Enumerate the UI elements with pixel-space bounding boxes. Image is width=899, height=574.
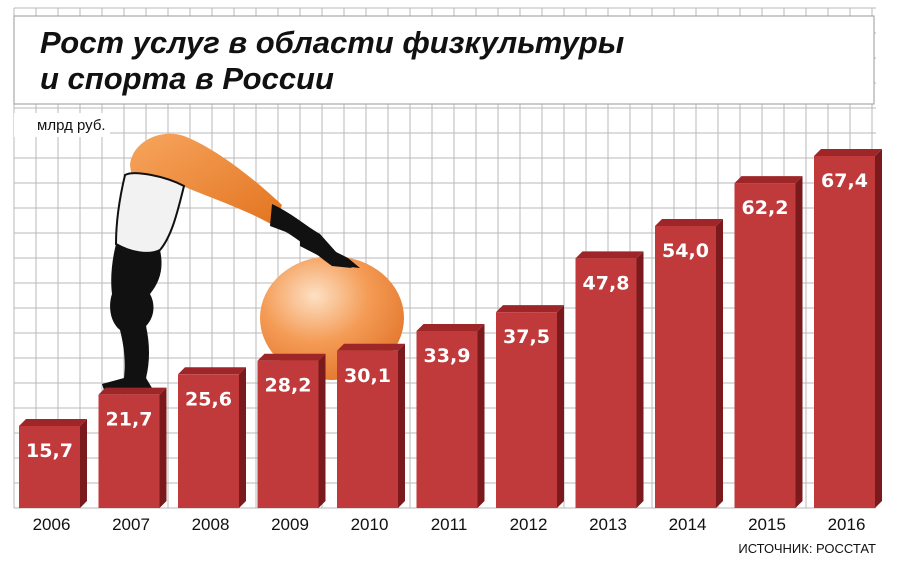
bar-front [19,426,80,508]
bar-top [19,419,87,427]
bar-side [318,353,326,508]
bar-front [98,394,160,508]
bar-top [178,367,246,375]
x-tick-label: 2008 [192,515,230,534]
bar-value-label: 21,7 [106,409,153,431]
bar-top [98,387,167,395]
unit-label-bg [14,113,110,137]
x-tick-label: 2013 [589,515,627,534]
bar-top [496,305,564,313]
bar-2006: 15,7 [19,419,87,508]
chart-title-line-2: и спорта в России [40,61,334,96]
bar-value-label: 15,7 [26,440,73,462]
x-tick-label: 2014 [669,515,707,534]
source-note: ИСТОЧНИК: РОССТАТ [738,541,876,556]
bar-value-label: 67,4 [821,170,868,192]
x-tick-label: 2007 [112,515,150,534]
bar-side [557,305,564,508]
bar-side [80,419,87,508]
bar-top [734,176,803,184]
bar-side [159,387,167,508]
bar-side [795,176,803,508]
bar-front [337,350,398,508]
gymnast-silhouette [102,133,360,390]
bar-2011: 33,9 [416,323,485,508]
bar-2007: 21,7 [98,387,167,508]
bar-front [178,374,239,508]
bar-value-label: 30,1 [344,365,391,387]
bar-front [496,312,557,508]
x-tick-label: 2009 [271,515,309,534]
bar-top [416,323,485,331]
bar-front [655,225,716,509]
bar-top [814,149,882,156]
bars: 15,7 2006 21,7 2007 25,6 2008 28,2 2009 30,1 2010… [19,149,882,534]
bar-2012: 37,5 [496,305,564,508]
bar-value-label: 47,8 [583,272,630,294]
x-tick-label: 2016 [828,515,866,534]
bar-side [716,218,723,509]
bar-front [814,156,875,508]
bar-front [416,330,478,508]
bar-front [575,258,637,508]
x-tick-label: 2011 [431,515,468,534]
bar-value-label: 37,5 [503,326,550,348]
bar-side [875,149,882,508]
bar-value-label: 25,6 [185,388,232,410]
bar-side [477,323,485,508]
bar-value-label: 54,0 [662,240,709,262]
bar-2013: 47,8 [575,251,644,509]
bar-side [398,343,405,508]
chart-title-line-1: Рост услуг в области физкультуры [40,25,624,60]
bar-top [655,218,723,226]
bar-2009: 28,2 [257,353,326,508]
bar-2016: 67,4 [814,149,882,508]
x-tick-label: 2012 [510,515,548,534]
bar-top [337,343,405,351]
bar-front [257,360,319,508]
bar-side [636,251,644,509]
bar-top [257,353,326,361]
unit-label: млрд руб. [37,117,106,134]
bar-side [239,367,246,508]
bar-front [734,183,796,508]
x-tick-label: 2010 [351,515,389,534]
bar-2014: 54,0 [655,218,723,509]
bar-value-label: 33,9 [424,345,471,367]
bar-top [575,251,644,259]
title-panel [13,15,875,105]
bar-2008: 25,6 [178,367,246,508]
x-tick-label: 2015 [748,515,786,534]
bar-2015: 62,2 [734,176,803,508]
x-tick-label: 2006 [33,515,71,534]
bar-value-label: 28,2 [265,375,312,397]
bar-value-label: 62,2 [742,197,789,219]
bar-2010: 30,1 [337,343,405,508]
